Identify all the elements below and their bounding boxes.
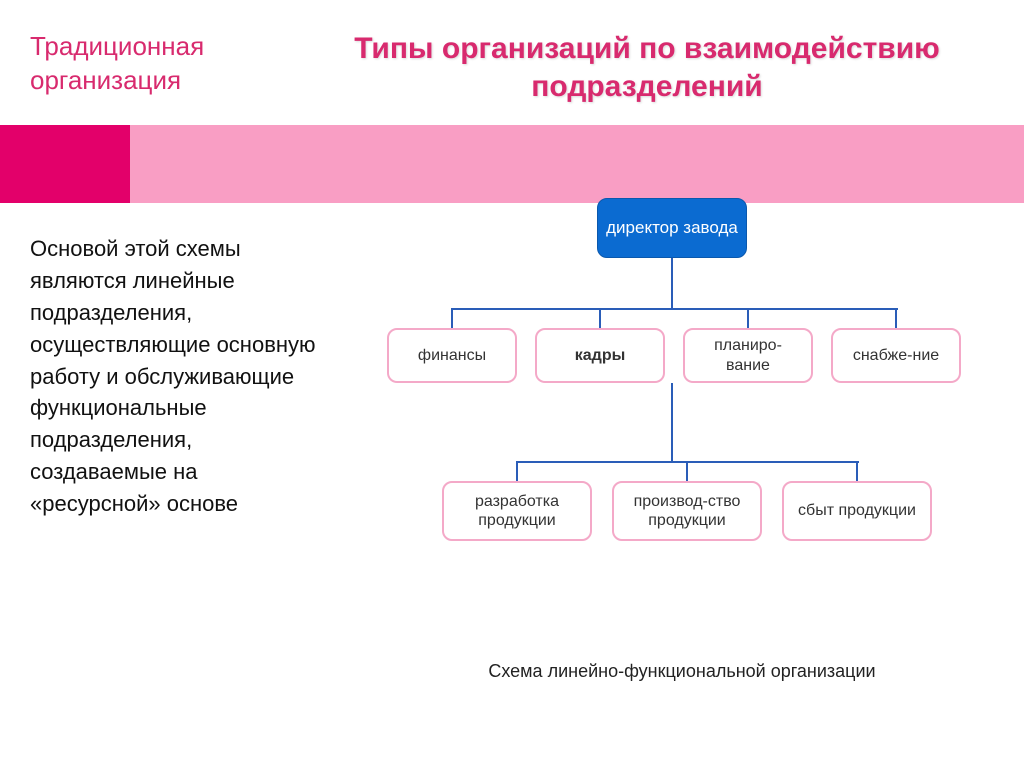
org-leaf-node: разработка продукции [442, 481, 592, 541]
connector [671, 383, 673, 461]
chart-caption: Схема линейно-функциональной организации [370, 661, 994, 682]
magenta-block [0, 125, 130, 203]
pink-band [130, 125, 1024, 203]
org-leaf-node: сбыт продукции [782, 481, 932, 541]
header-row: Традиционная организация Типы организаци… [0, 0, 1024, 125]
org-leaf-node: снабже-ние [831, 328, 961, 383]
org-leaf-node: кадры [535, 328, 665, 383]
connector [895, 308, 897, 328]
connector [451, 308, 453, 328]
connector [516, 461, 518, 481]
org-root-node: директор завода [597, 198, 747, 258]
org-chart: директор заводафинансыкадрыпланиро-вание… [387, 233, 977, 653]
org-chart-column: директор заводафинансыкадрыпланиро-вание… [370, 233, 994, 682]
decorative-band [0, 125, 1024, 203]
org-leaf-node: финансы [387, 328, 517, 383]
body-paragraph: Основой этой схемы являются линейные под… [30, 233, 330, 682]
main-title: Типы организаций по взаимодействию подра… [300, 30, 994, 105]
connector [747, 308, 749, 328]
connector [686, 461, 688, 481]
subtitle: Традиционная организация [30, 30, 250, 98]
connector [517, 461, 859, 463]
connector [452, 308, 898, 310]
content-row: Основой этой схемы являются линейные под… [0, 233, 1024, 682]
org-leaf-node: производ-ство продукции [612, 481, 762, 541]
connector [671, 258, 673, 308]
org-leaf-node: планиро-вание [683, 328, 813, 383]
connector [599, 308, 601, 328]
connector [856, 461, 858, 481]
